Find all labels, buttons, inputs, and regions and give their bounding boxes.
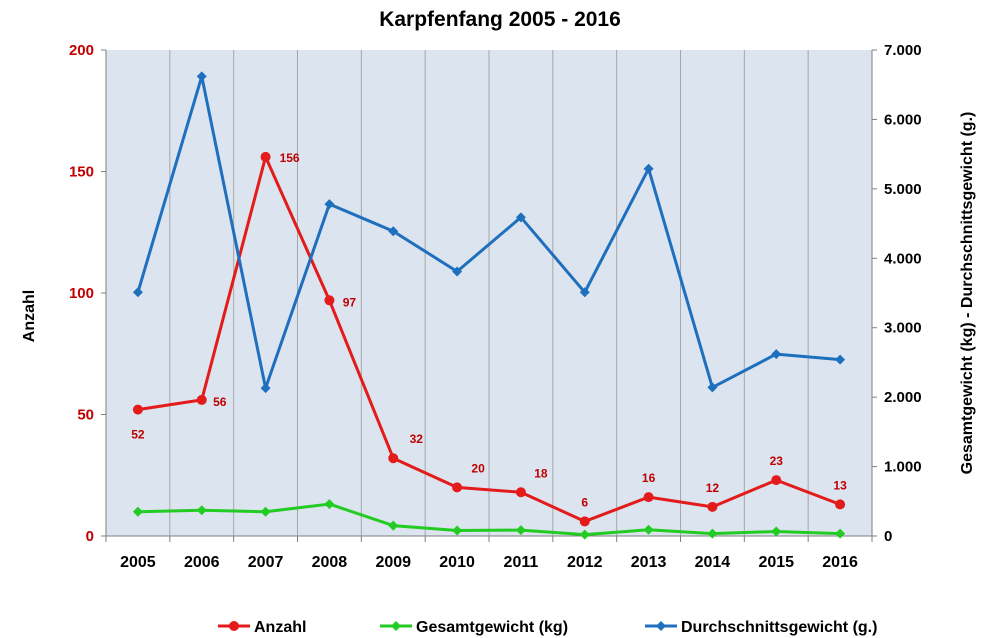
y-right-tick-label: 1.000 — [884, 459, 922, 476]
x-tick-label: 2005 — [120, 554, 156, 571]
data-label: 97 — [343, 295, 357, 309]
x-tick-label: 2007 — [248, 554, 284, 571]
data-label: 20 — [471, 461, 485, 475]
chart-title: Karpfenfang 2005 - 2016 — [379, 8, 621, 31]
y-left-tick-label: 50 — [77, 407, 94, 424]
y-left-tick-label: 0 — [86, 528, 94, 545]
data-point — [579, 516, 590, 527]
data-point — [388, 453, 399, 464]
y-left-tick-label: 150 — [69, 164, 94, 181]
data-label: 56 — [213, 395, 227, 409]
data-label: 6 — [581, 495, 588, 509]
data-point — [515, 212, 526, 223]
y-left-tick-label: 100 — [69, 285, 94, 302]
data-point — [132, 404, 143, 415]
x-tick-label: 2014 — [695, 554, 731, 571]
y-right-tick-label: 2.000 — [884, 389, 922, 406]
data-point — [260, 506, 271, 517]
data-point — [452, 482, 463, 493]
legend-label: Gesamtgewicht (kg) — [416, 619, 568, 636]
data-point — [771, 349, 782, 360]
data-point — [324, 499, 335, 510]
data-point — [707, 382, 718, 393]
axes: 0 50 100 150 200 0 1.000 2.000 3.000 4.000 5.000 6.… — [69, 42, 922, 571]
data-point — [643, 492, 654, 503]
legend-marker — [656, 621, 666, 631]
data-point — [324, 199, 335, 210]
x-tick-label: 2010 — [439, 554, 475, 571]
x-tick-label: 2009 — [375, 554, 411, 571]
data-point — [707, 501, 718, 512]
data-point — [324, 295, 335, 306]
data-point — [771, 475, 782, 486]
data-point — [515, 487, 526, 498]
data-point — [579, 287, 590, 298]
data-point — [132, 287, 143, 298]
series-line-0 — [137, 155, 841, 523]
x-tick-label: 2008 — [312, 554, 348, 571]
x-tick-label: 2012 — [567, 554, 603, 571]
x-tick-label: 2015 — [758, 554, 794, 571]
data-point — [643, 163, 654, 174]
y-axis-right-title: Gesamtgewicht (kg) - Durchschnittsgewich… — [959, 112, 976, 475]
data-label: 52 — [131, 428, 145, 442]
y-right-tick-label: 6.000 — [884, 111, 922, 128]
data-point — [196, 71, 207, 82]
data-point — [196, 394, 207, 405]
data-label: 23 — [770, 454, 784, 468]
data-point — [835, 499, 846, 510]
y-left-tick-label: 200 — [69, 42, 94, 59]
data-point — [260, 383, 271, 394]
x-tick-label: 2013 — [631, 554, 667, 571]
legend-item: Gesamtgewicht (kg) — [380, 619, 568, 636]
y-right-tick-label: 0 — [884, 528, 892, 545]
data-point — [452, 525, 463, 536]
data-labels: 52 56 156 97 32 20 18 6 16 12 23 13 — [131, 151, 847, 510]
x-tick-label: 2016 — [822, 554, 858, 571]
data-point — [132, 506, 143, 517]
data-label: 32 — [410, 432, 424, 446]
data-label: 13 — [833, 478, 847, 492]
data-label: 16 — [642, 471, 656, 485]
y-right-tick-label: 4.000 — [884, 250, 922, 267]
data-point — [388, 520, 399, 531]
y-right-tick-label: 3.000 — [884, 320, 922, 337]
data-point — [515, 525, 526, 536]
data-point — [835, 528, 846, 539]
legend-item: Anzahl — [218, 619, 306, 636]
data-point — [260, 151, 271, 162]
series-layer — [132, 71, 846, 540]
y-right-tick-label: 5.000 — [884, 181, 922, 198]
data-point — [388, 226, 399, 237]
data-point — [643, 524, 654, 535]
series-line-1 — [137, 502, 841, 537]
data-point — [196, 505, 207, 516]
legend-marker — [229, 621, 239, 631]
data-label: 18 — [534, 466, 548, 480]
data-point — [835, 354, 846, 365]
legend-item: Durchschnittsgewicht (g.) — [645, 619, 877, 636]
legend-label: Anzahl — [254, 619, 306, 636]
legend-marker — [391, 621, 401, 631]
data-point — [579, 529, 590, 540]
legend: Anzahl Gesamtgewicht (kg) Durchschnittsgew… — [218, 619, 877, 636]
data-label: 12 — [706, 481, 720, 495]
data-point — [771, 526, 782, 537]
data-point — [452, 266, 463, 277]
legend-label: Durchschnittsgewicht (g.) — [681, 619, 877, 636]
x-tick-label: 2006 — [184, 554, 220, 571]
series-line-2 — [136, 74, 841, 390]
x-tick-label: 2011 — [504, 554, 539, 571]
data-label: 156 — [280, 151, 300, 165]
y-right-tick-label: 7.000 — [884, 42, 922, 59]
data-point — [707, 528, 718, 539]
y-axis-left-title: Anzahl — [21, 290, 38, 342]
